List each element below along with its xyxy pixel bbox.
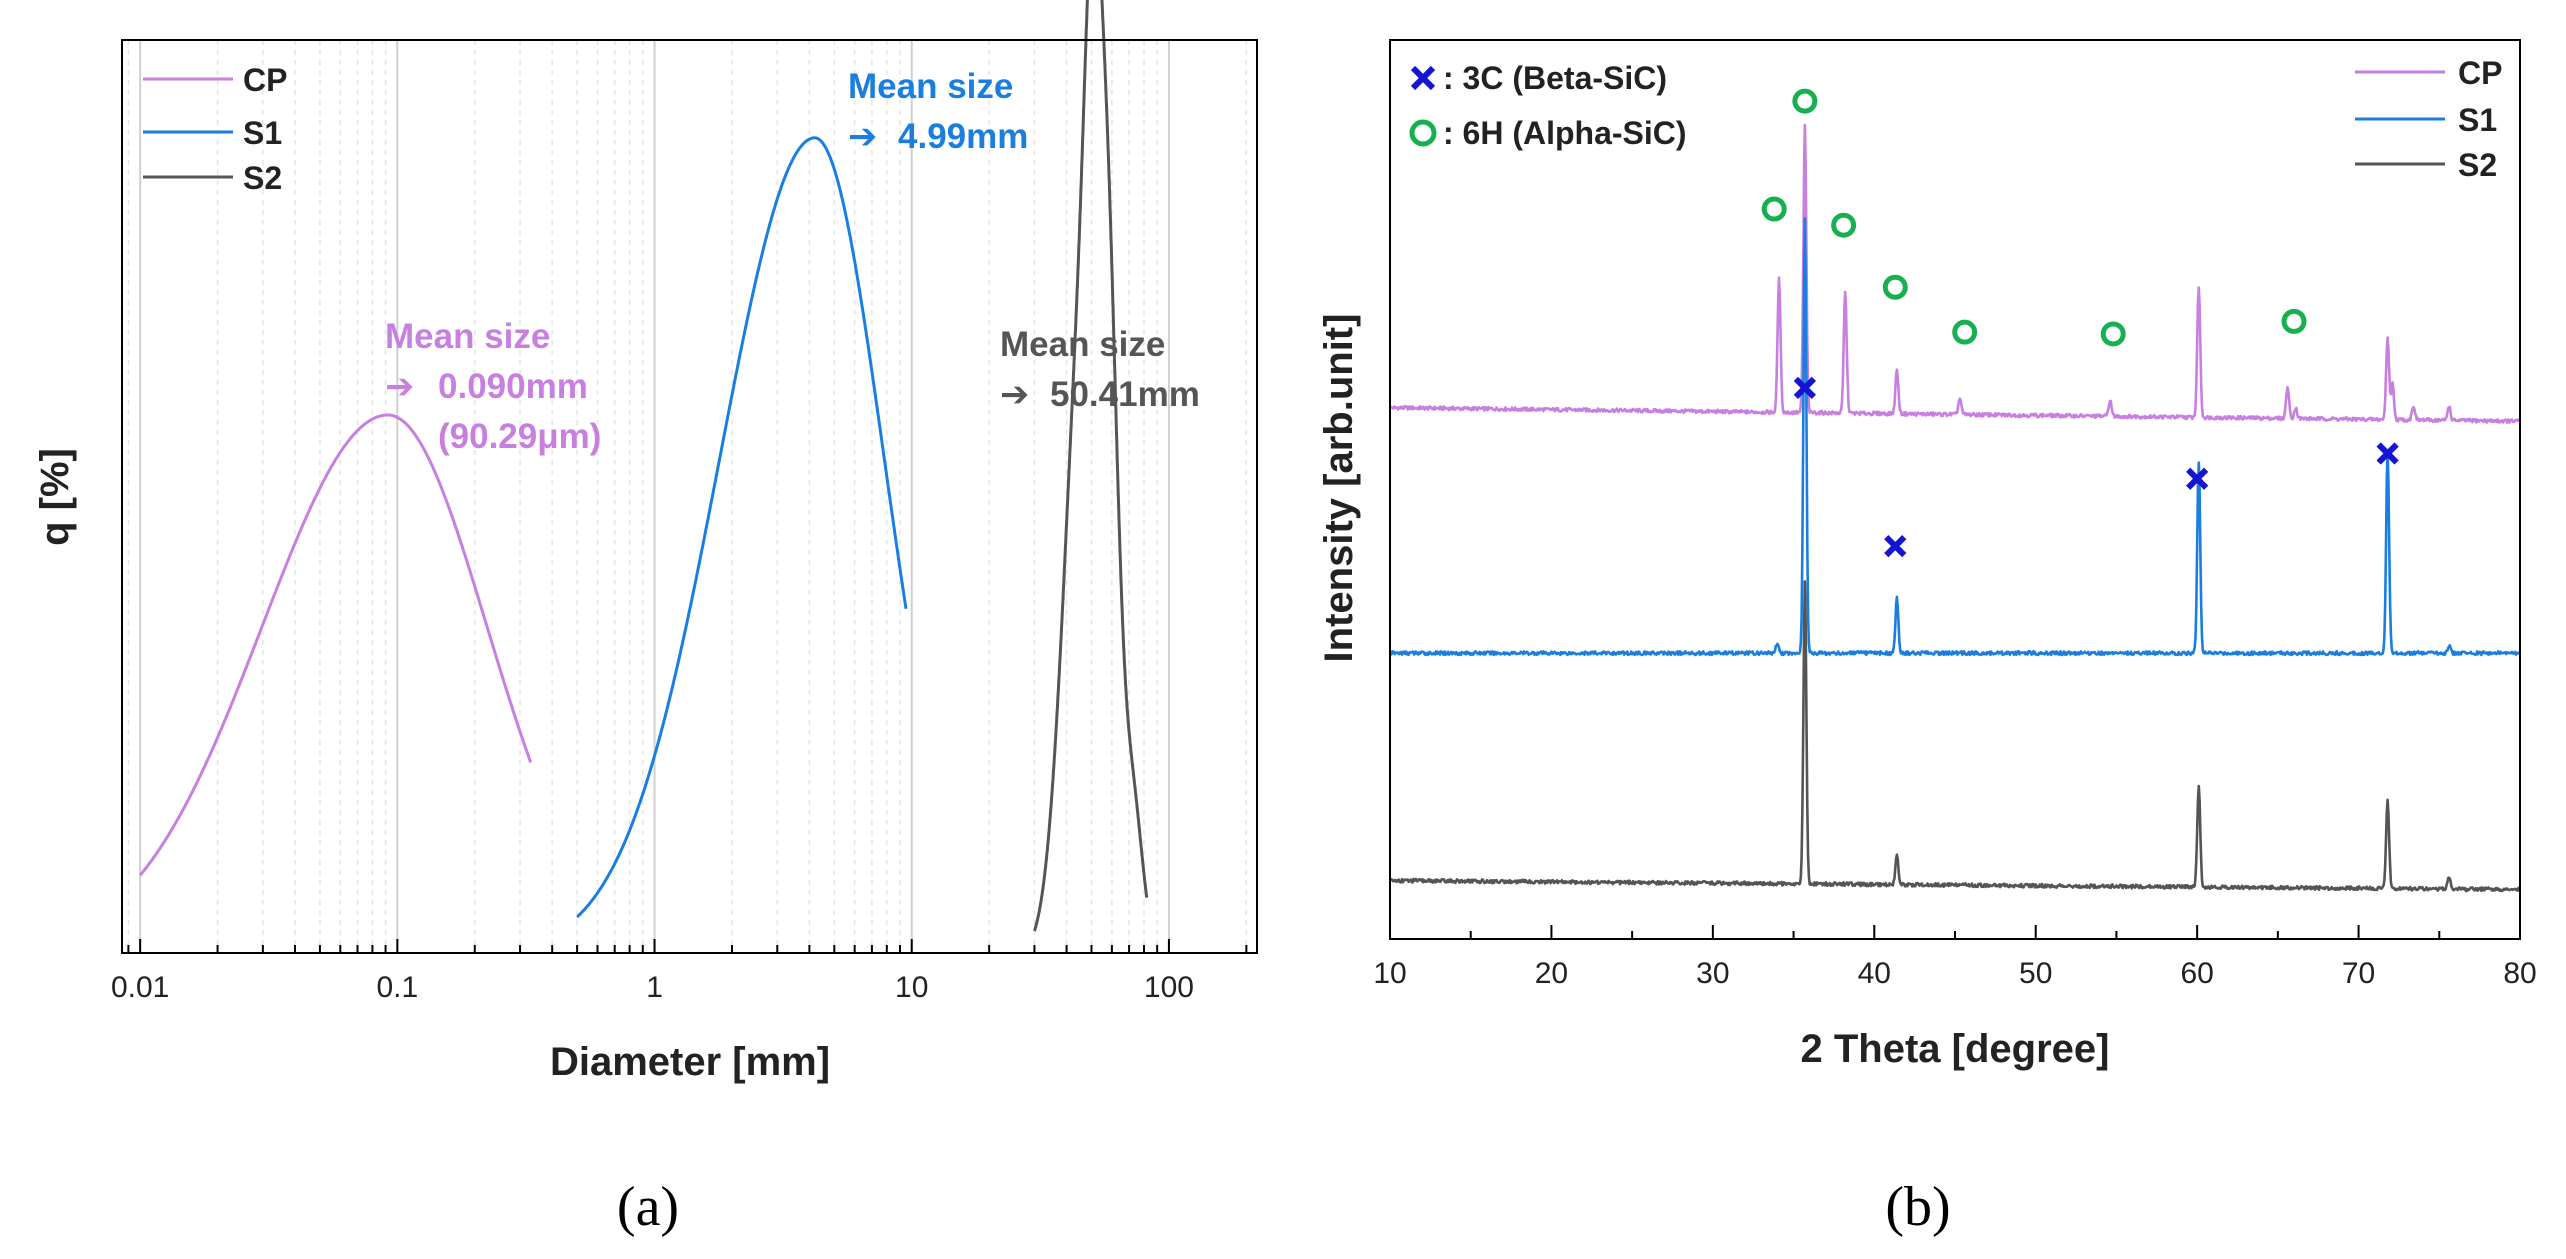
beta-sic-marker (2376, 442, 2399, 465)
marker-legend-3c: : 3C (Beta-SiC) (1410, 60, 1667, 96)
legend-entry-s1: S1 (2355, 102, 2497, 138)
beta-sic-marker (1884, 535, 1907, 558)
annotation-cp-mean-size: Mean size ➔ 0.090mm (90.29μm) (385, 317, 601, 456)
legend-entry-s2: S2 (2355, 147, 2497, 183)
legend-label-s2: S2 (243, 160, 282, 196)
panel-a-series (139, 0, 1149, 932)
x-tick-label: 20 (1535, 957, 1568, 990)
annotation-s2-value: 50.41mm (1050, 375, 1200, 414)
annotation-s1-title: Mean size (848, 67, 1013, 106)
legend-entry-s2: S2 (143, 160, 282, 196)
marker-stroke (1884, 535, 1907, 558)
x-tick-label: 70 (2342, 957, 2375, 990)
series-line-s2 (1033, 0, 1149, 932)
panel-a-x-axis: 0.01 0.1 1 10 100 (111, 939, 1248, 1004)
panel-b-series (1388, 123, 2522, 893)
series-line-cp (1388, 123, 2521, 425)
x-tick-label: 80 (2503, 957, 2536, 990)
annotation-s1-arrow: ➔ (848, 117, 877, 156)
annotation-s1-mean-size: Mean size ➔ 4.99mm (848, 67, 1028, 156)
alpha-sic-marker (1882, 274, 1908, 300)
beta-sic-marker (2186, 467, 2209, 490)
panel-a-x-label: Diameter [mm] (550, 1040, 830, 1084)
alpha-sic-marker (1761, 196, 1787, 222)
panel-a-legend: CP S1 S2 (143, 62, 287, 196)
series-line-cp (139, 413, 533, 877)
annotation-cp-title: Mean size (385, 317, 550, 356)
legend-label-s1: S1 (243, 115, 282, 151)
marker-legend-6h: : 6H (Alpha-SiC) (1409, 115, 1687, 151)
panel-a-y-label: q [%] (33, 448, 77, 546)
panel-b-phase-markers (1761, 88, 2399, 558)
cross-icon (1410, 65, 1436, 91)
panel-a-particle-size: 0.01 0.1 1 10 100 Diameter [mm] q [%] CP S1 … (33, 0, 1258, 1238)
legend-entry-cp: CP (2355, 55, 2502, 91)
legend-label-s1: S1 (2458, 102, 2497, 138)
annotation-s2-title: Mean size (1000, 325, 1165, 364)
x-tick-label: 1 (646, 971, 663, 1004)
annotation-cp-value: 0.090mm (438, 367, 588, 406)
x-tick-label: 0.01 (111, 971, 169, 1004)
x-tick-label: 40 (1858, 957, 1891, 990)
circle-icon (1409, 119, 1437, 147)
marker-legend-3c-label: : 3C (Beta-SiC) (1443, 60, 1667, 96)
panel-b-marker-legend: : 3C (Beta-SiC) : 6H (Alpha-SiC) (1409, 60, 1687, 151)
marker-stroke (2186, 467, 2209, 490)
x-tick-label: 100 (1144, 971, 1194, 1004)
panel-a-gridlines (127, 40, 1248, 953)
beta-sic-marker (1793, 376, 1816, 400)
legend-entry-s1: S1 (143, 115, 282, 151)
panel-b-xrd: 10 20 30 40 50 60 70 80 2 Theta [degree] Intens… (1317, 39, 2537, 1238)
panel-a-frame (121, 39, 1258, 954)
panel-b-legend: CP S1 S2 (2355, 55, 2502, 183)
legend-label-cp: CP (243, 62, 287, 98)
x-tick-label: 50 (2019, 957, 2052, 990)
alpha-sic-marker (1952, 319, 1978, 345)
panel-b-x-label: 2 Theta [degree] (1801, 1027, 2110, 1071)
annotation-s2-mean-size: Mean size ➔ 50.41mm (1000, 325, 1200, 414)
x-tick-label: 0.1 (376, 971, 418, 1004)
alpha-sic-marker (2281, 308, 2307, 334)
legend-label-cp: CP (2458, 55, 2502, 91)
annotation-cp-value-um: (90.29μm) (438, 417, 601, 456)
panel-b-caption: (b) (1885, 1176, 1950, 1238)
alpha-sic-marker (1792, 88, 1818, 114)
legend-entry-cp: CP (143, 62, 287, 98)
x-tick-label: 30 (1696, 957, 1729, 990)
annotation-s2-arrow: ➔ (1000, 375, 1029, 414)
panel-a-caption: (a) (617, 1176, 679, 1238)
legend-label-s2: S2 (2458, 147, 2497, 183)
alpha-sic-marker (1831, 212, 1857, 238)
annotation-s1-value: 4.99mm (898, 117, 1028, 156)
panel-b-frame (1389, 39, 2521, 940)
x-tick-label: 60 (2180, 957, 2213, 990)
alpha-sic-marker (2100, 321, 2126, 347)
x-tick-label: 10 (895, 971, 928, 1004)
marker-stroke (2376, 442, 2399, 465)
series-line-s1 (576, 136, 908, 919)
marker-stroke (1793, 376, 1816, 400)
panel-b-x-axis: 10 20 30 40 50 60 70 80 (1373, 925, 2537, 990)
annotation-cp-arrow: ➔ (385, 367, 414, 406)
x-tick-label: 10 (1373, 957, 1406, 990)
panel-b-y-label: Intensity [arb.unit] (1317, 314, 1361, 663)
marker-legend-6h-label: : 6H (Alpha-SiC) (1443, 115, 1687, 151)
series-line-s1 (1388, 217, 2521, 657)
series-line-s2 (1389, 580, 2522, 893)
